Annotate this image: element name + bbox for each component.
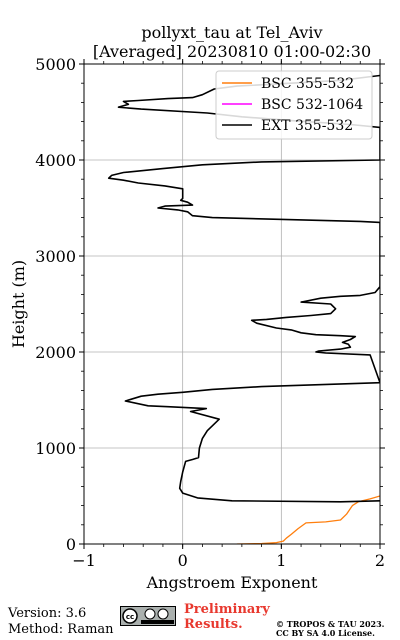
preliminary-notice: Preliminary Results. (184, 602, 270, 632)
x-tick-label: 0 (178, 551, 188, 570)
version-text: Version: 3.6 (8, 606, 87, 621)
y-tick-label: 4000 (35, 151, 76, 170)
series-layer (107, 74, 380, 544)
y-tick-label: 2000 (35, 343, 76, 362)
series-line-bsc-355-532 (236, 495, 380, 544)
legend-label: BSC 355-532 (261, 76, 354, 92)
y-tick-label: 3000 (35, 247, 76, 266)
legend-label: EXT 355-532 (261, 118, 353, 134)
footer-info: Version: 3.6 Method: Raman (8, 606, 114, 638)
cc-by-sa-logo: cc (120, 606, 176, 626)
legend-label: BSC 532-1064 (261, 97, 363, 113)
method-text: Method: Raman (8, 622, 114, 637)
legend: BSC 355-532 BSC 532-1064 EXT 355-532 (215, 70, 373, 140)
y-tick-label: 1000 (35, 439, 76, 458)
y-axis-label: Height (m) (9, 260, 28, 348)
x-tick-label: −1 (72, 551, 96, 570)
x-tick-label: 1 (276, 551, 286, 570)
chart-subtitle: [Averaged] 20230810 01:00-02:30 (93, 42, 371, 61)
copyright-notice: © TROPOS & TAU 2023. CC BY SA 4.0 Licens… (276, 620, 384, 638)
legend-box (215, 70, 373, 140)
x-axis-label: Angstroem Exponent (146, 573, 318, 592)
y-tick-label: 5000 (35, 55, 76, 74)
copyright-line-2: CC BY SA 4.0 License. (276, 628, 375, 638)
preliminary-line-2: Results. (184, 617, 243, 632)
y-tick-label: 0 (66, 535, 76, 554)
plot-frame (83, 63, 381, 545)
copyright-line-1: © TROPOS & TAU 2023. (276, 619, 385, 629)
svg-text:cc: cc (126, 613, 134, 621)
preliminary-line-1: Preliminary (184, 602, 270, 617)
x-tick-label: 2 (375, 551, 385, 570)
chart-title: pollyxt_tau at Tel_Aviv (141, 23, 322, 42)
